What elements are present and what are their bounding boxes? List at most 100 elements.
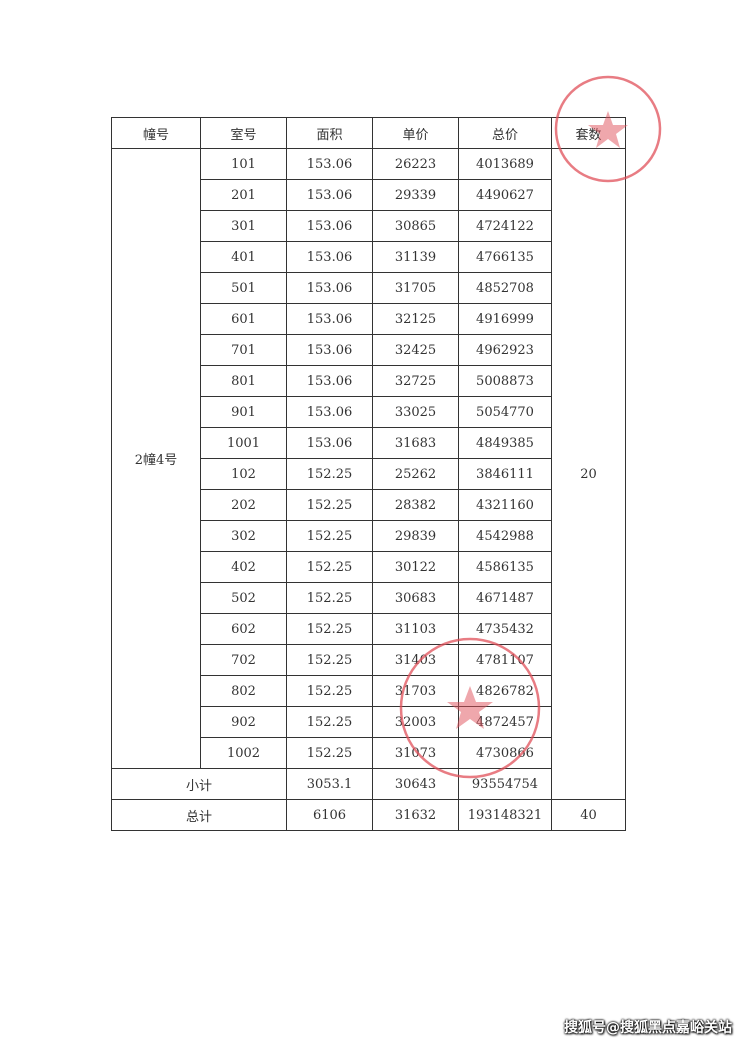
total-price-cell: 3846111 (458, 458, 552, 490)
table-row: 202 152.25 28382 4321160 (112, 489, 626, 521)
table-row: 502 152.25 30683 4671487 (112, 582, 626, 614)
unit-price-cell: 30122 (372, 551, 459, 583)
unit-price-cell: 31703 (372, 675, 459, 707)
total-price-cell: 4826782 (458, 675, 552, 707)
total-price-cell: 4781107 (458, 644, 552, 676)
unit-price-cell: 30683 (372, 582, 459, 614)
unit-price-cell: 25262 (372, 458, 459, 490)
room-cell: 202 (200, 489, 287, 521)
area-cell: 153.06 (286, 365, 373, 397)
subtotal-label: 小计 (111, 768, 287, 800)
header-unit-price: 单价 (372, 117, 459, 149)
table-row: 601 153.06 32125 4916999 (112, 303, 626, 335)
area-cell: 152.25 (286, 675, 373, 707)
room-cell: 902 (200, 706, 287, 738)
unit-price-cell: 31403 (372, 644, 459, 676)
area-cell: 152.25 (286, 582, 373, 614)
header-count: 套数 (551, 117, 626, 149)
unit-price-cell: 26223 (372, 148, 459, 180)
unit-price-cell: 31683 (372, 427, 459, 459)
room-cell: 302 (200, 520, 287, 552)
unit-price-cell: 32725 (372, 365, 459, 397)
unit-price-cell: 33025 (372, 396, 459, 428)
unit-price-cell: 28382 (372, 489, 459, 521)
room-cell: 201 (200, 179, 287, 211)
table-row: 402 152.25 30122 4586135 (112, 551, 626, 583)
total-price-cell: 4671487 (458, 582, 552, 614)
total-price-cell: 4852708 (458, 272, 552, 304)
total-price-cell: 4013689 (458, 148, 552, 180)
area-cell: 152.25 (286, 706, 373, 738)
room-cell: 1002 (200, 737, 287, 769)
room-cell: 301 (200, 210, 287, 242)
room-cell: 501 (200, 272, 287, 304)
total-price-cell: 4766135 (458, 241, 552, 273)
total-total-price: 193148321 (458, 799, 552, 831)
area-cell: 153.06 (286, 179, 373, 211)
room-cell: 102 (200, 458, 287, 490)
unit-price-cell: 31139 (372, 241, 459, 273)
area-cell: 153.06 (286, 303, 373, 335)
area-cell: 152.25 (286, 613, 373, 645)
room-cell: 601 (200, 303, 287, 335)
total-price-cell: 4962923 (458, 334, 552, 366)
room-cell: 101 (200, 148, 287, 180)
total-unit-price: 31632 (372, 799, 459, 831)
table-row: 801 153.06 32725 5008873 (112, 365, 626, 397)
area-cell: 152.25 (286, 489, 373, 521)
table-row: 201 153.06 29339 4490627 (112, 179, 626, 211)
total-price-cell: 4586135 (458, 551, 552, 583)
table-row: 302 152.25 29839 4542988 (112, 520, 626, 552)
subtotal-total-price: 93554754 (458, 768, 552, 800)
unit-price-cell: 32425 (372, 334, 459, 366)
area-cell: 152.25 (286, 737, 373, 769)
total-price-cell: 4916999 (458, 303, 552, 335)
total-price-cell: 4724122 (458, 210, 552, 242)
room-cell: 802 (200, 675, 287, 707)
room-cell: 701 (200, 334, 287, 366)
total-count: 40 (551, 799, 626, 831)
area-cell: 153.06 (286, 427, 373, 459)
table-row: 301 153.06 30865 4724122 (112, 210, 626, 242)
subtotal-area: 3053.1 (286, 768, 373, 800)
header-room: 室号 (200, 117, 287, 149)
unit-price-cell: 29839 (372, 520, 459, 552)
header-total-price: 总价 (458, 117, 552, 149)
area-cell: 153.06 (286, 241, 373, 273)
room-cell: 801 (200, 365, 287, 397)
unit-price-cell: 31705 (372, 272, 459, 304)
header-area: 面积 (286, 117, 373, 149)
unit-price-cell: 32003 (372, 706, 459, 738)
subtotal-unit-price: 30643 (372, 768, 459, 800)
table-row: 701 153.06 32425 4962923 (112, 334, 626, 366)
area-cell: 153.06 (286, 148, 373, 180)
total-price-cell: 4490627 (458, 179, 552, 211)
count-cell: 20 (551, 148, 626, 800)
price-table: 幢号 室号 面积 单价 总价 套数 2幢4号 101 153.06 26223 4013… (111, 117, 626, 831)
total-price-cell: 4849385 (458, 427, 552, 459)
total-price-cell: 5008873 (458, 365, 552, 397)
total-row: 总计 6106 31632 193148321 40 (111, 799, 626, 831)
total-price-cell: 4542988 (458, 520, 552, 552)
unit-price-cell: 32125 (372, 303, 459, 335)
room-cell: 401 (200, 241, 287, 273)
watermark: 搜狐号@搜狐黑点嘉峪关站 (564, 1020, 732, 1036)
unit-price-cell: 29339 (372, 179, 459, 211)
unit-price-cell: 30865 (372, 210, 459, 242)
header-row: 幢号 室号 面积 单价 总价 套数 (111, 117, 626, 149)
room-cell: 702 (200, 644, 287, 676)
building-cell: 2幢4号 (111, 148, 201, 769)
table-row: 901 153.06 33025 5054770 (112, 396, 626, 428)
total-price-cell: 4735432 (458, 613, 552, 645)
table-row: 501 153.06 31705 4852708 (112, 272, 626, 304)
header-building: 幢号 (111, 117, 201, 149)
room-cell: 901 (200, 396, 287, 428)
area-cell: 153.06 (286, 334, 373, 366)
subtotal-row: 小计 3053.1 30643 93554754 (111, 768, 626, 800)
area-cell: 153.06 (286, 396, 373, 428)
unit-price-cell: 31103 (372, 613, 459, 645)
area-cell: 152.25 (286, 644, 373, 676)
table-row: 401 153.06 31139 4766135 (112, 241, 626, 273)
area-cell: 152.25 (286, 551, 373, 583)
room-cell: 602 (200, 613, 287, 645)
